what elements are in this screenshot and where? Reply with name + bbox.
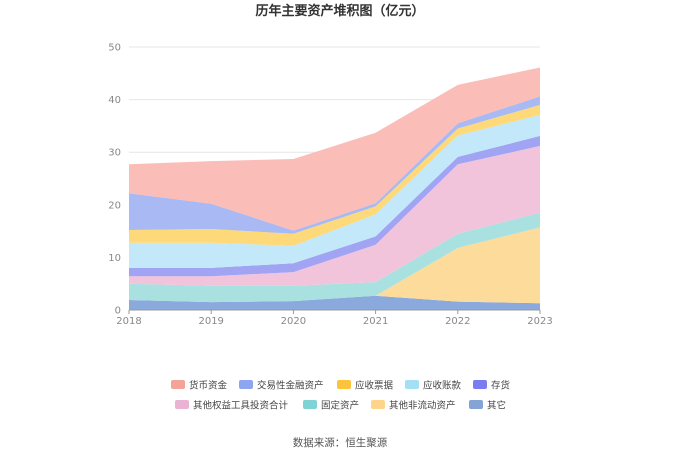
legend-swatch <box>239 380 253 389</box>
legend-swatch <box>337 380 351 389</box>
y-tick-label: 50 <box>108 43 121 54</box>
legend-label: 交易性金融资产 <box>257 380 324 392</box>
legend-swatch <box>473 380 487 389</box>
legend-label: 其他权益工具投资合计 <box>193 400 289 412</box>
legend-item[interactable]: 交易性金融资产 <box>239 380 324 392</box>
x-tick-label: 2022 <box>445 316 470 327</box>
legend-swatch <box>405 380 419 389</box>
legend-item[interactable]: 应收账款 <box>405 380 462 392</box>
area-series <box>129 67 540 310</box>
legend-label: 应收票据 <box>355 380 394 392</box>
legend-swatch <box>469 400 483 409</box>
y-tick-label: 10 <box>108 253 121 264</box>
y-tick-label: 40 <box>108 95 121 106</box>
legend-item[interactable]: 应收票据 <box>337 380 394 392</box>
area-series-0 <box>129 295 540 310</box>
legend-label: 其它 <box>487 400 506 412</box>
legend-label: 货币资金 <box>189 380 228 392</box>
legend-label: 其他非流动资产 <box>389 400 456 412</box>
legend-label: 存货 <box>491 380 510 392</box>
legend-label: 固定资产 <box>321 400 359 412</box>
axes: 0 10 20 30 40 50 2018 2019 2020 2021 2022 2023 <box>108 43 552 328</box>
x-tick-label: 2020 <box>281 316 306 327</box>
area-series-5 <box>129 114 540 268</box>
x-tick-label: 2023 <box>527 316 552 327</box>
legend-swatch <box>171 380 185 389</box>
legend-item[interactable]: 其他非流动资产 <box>371 400 456 412</box>
area-series-6 <box>129 104 540 246</box>
area-series-7 <box>129 96 540 234</box>
legend-item[interactable]: 货币资金 <box>171 380 228 392</box>
area-series-3 <box>129 145 540 286</box>
legend-item[interactable]: 其它 <box>469 400 506 412</box>
chart-title: 历年主要资产堆积图（亿元） <box>255 3 424 19</box>
y-tick-label: 30 <box>108 148 121 159</box>
data-source-note: 数据来源：恒生聚源 <box>293 436 388 449</box>
legend-item[interactable]: 存货 <box>473 380 510 392</box>
legend-label: 应收账款 <box>423 380 462 392</box>
legend-swatch <box>303 400 317 409</box>
x-tick-label: 2019 <box>198 316 223 327</box>
y-tick-label: 0 <box>115 306 121 317</box>
legend-swatch <box>371 400 385 409</box>
legend-item[interactable]: 其他权益工具投资合计 <box>175 400 289 412</box>
area-series-8 <box>129 67 540 231</box>
legend-item[interactable]: 固定资产 <box>303 400 359 412</box>
area-series-2 <box>129 212 540 303</box>
legend-swatch <box>175 400 189 409</box>
area-series-1 <box>129 227 540 304</box>
x-tick-label: 2021 <box>363 316 388 327</box>
y-tick-label: 20 <box>108 200 121 211</box>
area-series-4 <box>129 135 540 277</box>
x-tick-label: 2018 <box>116 316 141 327</box>
